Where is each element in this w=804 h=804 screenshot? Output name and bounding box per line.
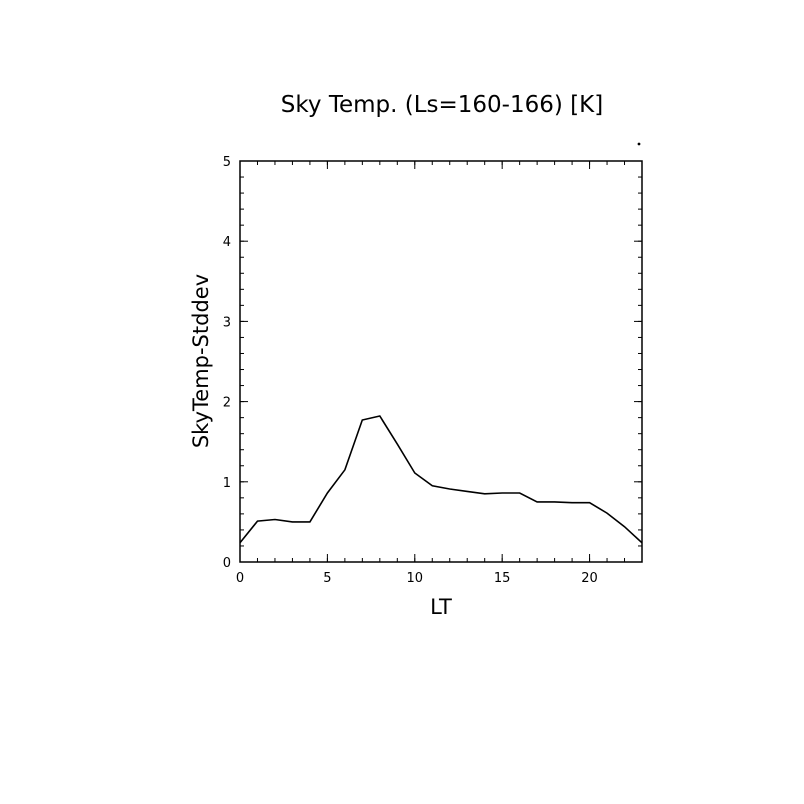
x-tick-label: 5 [323,571,331,586]
chart-title: Sky Temp. (Ls=160-166) [K] [281,92,603,118]
x-tick-label: 10 [407,571,424,586]
y-tick-label: 1 [223,476,231,491]
x-tick-label: 0 [236,571,244,586]
plot-area: 0 5 10 15 20 0 1 2 3 4 5 [223,155,643,586]
y-axis-label: SkyTemp-Stddev [189,274,213,448]
y-tick-label: 4 [223,235,231,250]
series-layer [239,415,643,544]
y-tick-label: 2 [223,396,231,411]
series-line [239,415,643,544]
y-tick-label: 3 [223,315,231,330]
x-tick-label: 15 [494,571,511,586]
x-axis-label: LT [430,595,452,619]
tick-labels: 0 5 10 15 20 0 1 2 3 4 5 [223,155,598,586]
axis-ticks [239,160,643,563]
y-tick-label: 5 [223,155,231,170]
plot-frame [239,160,643,563]
y-tick-label: 0 [223,556,231,571]
corner-marker [637,142,641,146]
x-tick-label: 20 [581,571,598,586]
